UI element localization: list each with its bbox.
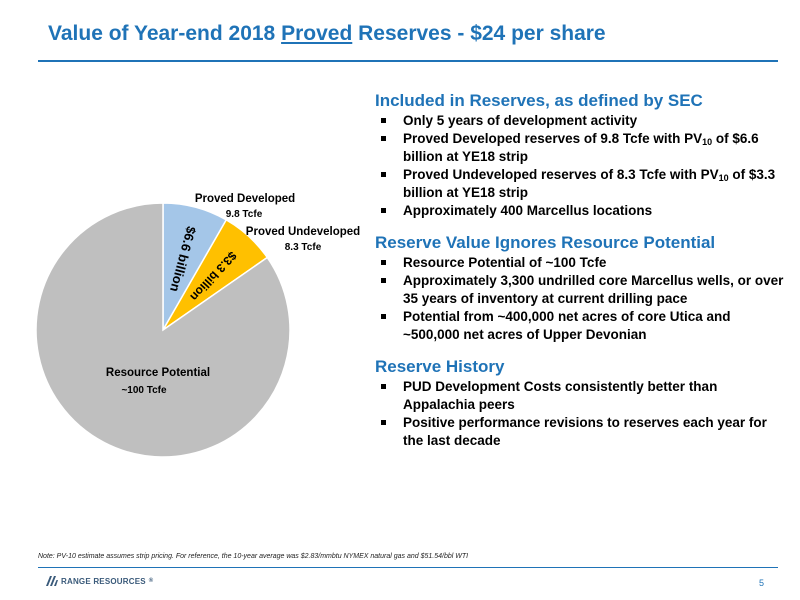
section-resource-potential: Reserve Value Ignores Resource Potential… <box>375 232 787 344</box>
slice-name-label: Proved Developed <box>195 193 295 205</box>
title-prefix: Value of Year-end 2018 <box>48 22 282 45</box>
bullet-panel: Included in Reserves, as defined by SEC … <box>375 90 787 462</box>
page-title: Value of Year-end 2018 Proved Reserves -… <box>48 22 606 46</box>
list-item: Potential from ~400,000 net acres of cor… <box>375 308 787 344</box>
section-heading: Reserve Value Ignores Resource Potential <box>375 233 716 252</box>
range-logo-icon <box>46 576 58 586</box>
list-item: Approximately 400 Marcellus locations <box>375 202 787 220</box>
section-history: Reserve History PUD Development Costs co… <box>375 356 787 450</box>
slice-sublabel: 8.3 Tcfe <box>285 242 322 253</box>
list-item: Positive performance revisions to reserv… <box>375 414 787 450</box>
bullet-list: Resource Potential of ~100 Tcfe Approxim… <box>375 254 787 344</box>
bullet-list: PUD Development Costs consistently bette… <box>375 378 787 450</box>
slice-sublabel: ~100 Tcfe <box>121 385 167 396</box>
footnote: Note: PV-10 estimate assumes strip prici… <box>38 553 469 560</box>
pie-slice-resource-potential <box>35 202 291 458</box>
title-underlined: Proved <box>281 22 353 45</box>
logo-text: RANGE RESOURCES <box>61 576 146 586</box>
page-number: 5 <box>758 578 764 588</box>
list-item: Proved Undeveloped reserves of 8.3 Tcfe … <box>375 166 787 202</box>
list-item: Resource Potential of ~100 Tcfe <box>375 254 787 272</box>
list-item: PUD Development Costs consistently bette… <box>375 378 787 414</box>
title-divider <box>38 60 778 62</box>
footer-divider <box>38 567 778 568</box>
section-heading: Included in Reserves, as defined by SEC <box>375 91 703 110</box>
slice-sublabel: 9.8 Tcfe <box>226 209 263 220</box>
bullet-list: Only 5 years of development activity Pro… <box>375 112 787 220</box>
slice-name-label: Proved Undeveloped <box>246 226 360 238</box>
company-logo: RANGE RESOURCES ® <box>46 576 153 586</box>
section-heading: Reserve History <box>375 357 505 376</box>
list-item: Approximately 3,300 undrilled core Marce… <box>375 272 787 308</box>
title-suffix: Reserves - $24 per share <box>352 22 606 45</box>
section-sec: Included in Reserves, as defined by SEC … <box>375 90 787 220</box>
list-item: Proved Developed reserves of 9.8 Tcfe wi… <box>375 130 787 166</box>
list-item: Only 5 years of development activity <box>375 112 787 130</box>
logo-mark: ® <box>148 578 154 584</box>
slice-name-label: Resource Potential <box>106 367 210 379</box>
